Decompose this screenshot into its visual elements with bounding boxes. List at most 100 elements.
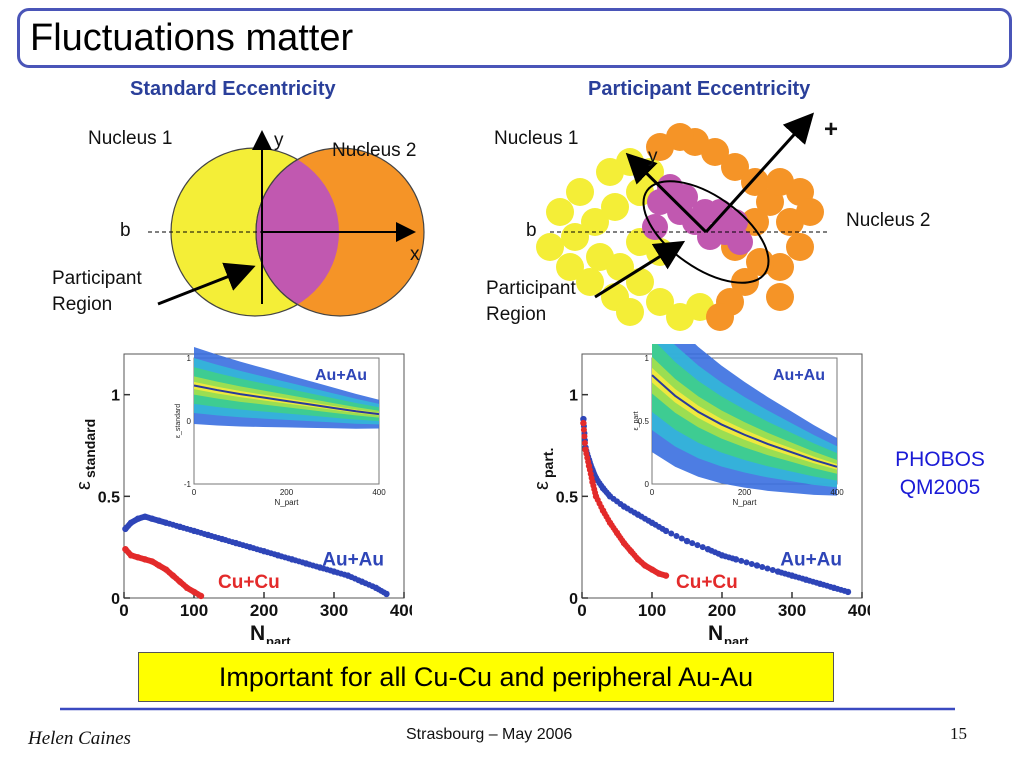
inset-x-tick-label: 200	[280, 488, 294, 497]
nucleon	[657, 174, 683, 200]
inset-x-label: N_part	[274, 498, 299, 507]
x-tick-label: 100	[638, 601, 666, 620]
y-axis-symbol: ε	[73, 481, 95, 490]
nucleon	[741, 208, 769, 236]
nucleon	[606, 253, 634, 281]
participant-eccentricity-title: Participant Eccentricity	[588, 78, 811, 100]
nucleus-2-label: Nucleus 2	[332, 140, 417, 161]
nucleus-2-label: Nucleus 2	[846, 210, 931, 231]
y-tick-label: 0.5	[98, 489, 120, 506]
participant-ellipse	[642, 180, 770, 284]
impact-parameter-label: b	[526, 220, 537, 241]
nucleon	[722, 209, 748, 235]
inset-series-label: Au+Au	[773, 367, 825, 384]
data-point	[769, 567, 776, 574]
data-point	[732, 556, 740, 563]
data-point	[581, 433, 588, 440]
cu-cu-series-label: Cu+Cu	[218, 572, 280, 593]
inset-x-tick-label: 0	[650, 488, 655, 497]
data-point	[383, 590, 390, 598]
nucleon	[646, 288, 674, 316]
nucleon	[766, 283, 794, 311]
footer-venue: Strasbourg – May 2006	[406, 726, 573, 743]
y-axis-label: y	[274, 130, 284, 151]
data-point	[748, 560, 755, 567]
footer-author: Helen Caines	[28, 728, 131, 749]
impact-parameter-label: b	[120, 220, 131, 241]
data-point	[694, 542, 701, 549]
minor-axis-label: y	[648, 146, 658, 167]
nucleon	[556, 253, 584, 281]
inset-mean-curve	[193, 384, 380, 416]
x-tick-label: 400	[390, 601, 412, 620]
inset-x-tick-label: 400	[830, 488, 844, 497]
participant-eccentricity-graphic	[536, 112, 830, 331]
data-point	[738, 557, 745, 564]
data-point	[743, 559, 750, 566]
x-axis-label: x	[410, 244, 420, 265]
source-line-2: QM2005	[899, 476, 981, 499]
standard-eccentricity-graphic	[148, 130, 425, 317]
y-axis-label: ε part.	[531, 448, 556, 490]
participant-pointer-arrow	[594, 240, 686, 299]
x-tick-label: 0	[577, 601, 586, 620]
major-axis-arrow	[704, 112, 815, 234]
series-cu-cu	[122, 546, 205, 600]
inset-series-label: Au+Au	[315, 367, 367, 384]
nucleon	[706, 303, 734, 331]
standard-eccentricity-title: Standard Eccentricity	[130, 78, 336, 100]
participant-label-line2: Region	[52, 294, 113, 315]
inset-density-band	[652, 367, 837, 470]
nucleon	[727, 229, 753, 255]
data-point	[764, 565, 771, 572]
data-point	[699, 544, 706, 551]
series-cu-cu	[580, 419, 670, 579]
inset-mean-curve	[651, 374, 838, 468]
x-tick-label: 400	[848, 601, 870, 620]
nucleon	[601, 193, 629, 221]
x-axis-label-subscript: part	[266, 634, 291, 644]
nucleon	[786, 233, 814, 261]
y-tick-label: 0	[111, 591, 120, 608]
y-axis-subscript: standard	[82, 419, 98, 478]
nucleon	[581, 208, 609, 236]
nucleon	[576, 268, 604, 296]
cu-cu-series-label: Cu+Cu	[676, 572, 738, 593]
participant-label-line1: Participant	[486, 278, 576, 299]
nucleon	[616, 298, 644, 326]
y-tick-label: 0.5	[556, 489, 578, 506]
au-au-series-label: Au+Au	[780, 549, 842, 570]
inset-y-label: ε_part	[633, 411, 640, 430]
inset-plot: 0 200 400 0 0.5 1 N_part ε_part Au+Au	[633, 344, 844, 507]
y-tick-label: 1	[111, 388, 120, 405]
x-axis-label-subscript: part	[724, 634, 749, 644]
slide-title-box: Fluctuations matter	[17, 8, 1012, 68]
inset-x-label: N_part	[732, 498, 757, 507]
inset-density-band	[652, 356, 837, 474]
y-axis-label: ε standard	[73, 419, 98, 490]
inset-y-tick-label: 1	[645, 354, 650, 363]
data-point	[662, 527, 670, 535]
au-au-series-label: Au+Au	[322, 549, 384, 570]
inset-y-label: ε_standard	[175, 404, 182, 438]
participant-pointer-arrow	[157, 262, 256, 306]
source-note: PHOBOS QM2005	[870, 446, 1010, 502]
y-axis-symbol: ε	[531, 481, 553, 490]
data-point	[844, 588, 852, 596]
nucleon	[566, 178, 594, 206]
nucleon	[701, 138, 729, 166]
data-point	[197, 592, 205, 600]
slide-title: Fluctuations matter	[30, 17, 354, 59]
x-tick-label: 200	[708, 601, 736, 620]
y-axis-subscript: part.	[540, 448, 556, 478]
x-tick-label: 0	[119, 601, 128, 620]
nucleon	[596, 158, 624, 186]
inset-x-tick-label: 400	[372, 488, 386, 497]
major-axis-label: +	[824, 116, 839, 143]
nucleon	[536, 233, 564, 261]
source-line-1: PHOBOS	[895, 448, 985, 471]
participant-eccentricity-diagram: Participant Eccentricity Nucleus 1 Nucle…	[480, 72, 960, 332]
nucleon	[721, 153, 749, 181]
